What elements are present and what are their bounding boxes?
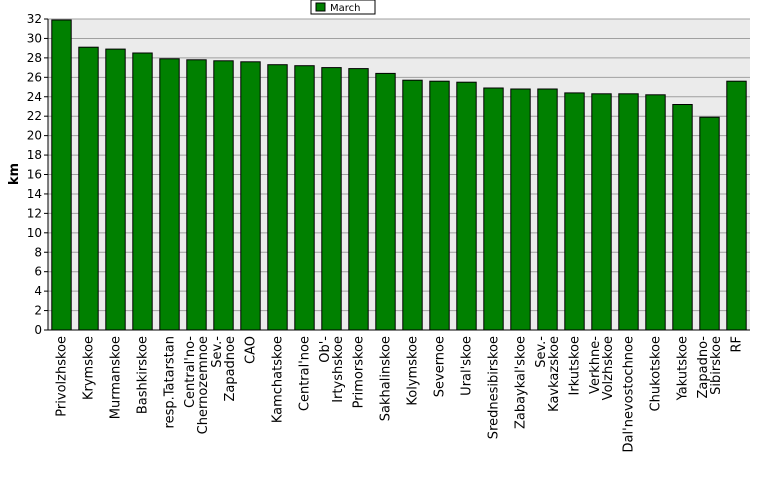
bars [51, 19, 747, 331]
bar [213, 60, 234, 331]
bar [348, 68, 369, 331]
x-tick-label: Kamchatskoe [271, 336, 286, 423]
y-tick-label: 4 [34, 284, 42, 298]
bar [537, 88, 558, 331]
bar [375, 72, 396, 331]
bar [159, 58, 180, 331]
bar [321, 67, 342, 331]
x-tick-label: Irkutskoe [568, 336, 583, 395]
y-tick-label: 12 [27, 206, 42, 220]
x-tick-label: Irtyshskoe [331, 336, 346, 403]
y-tick-label: 24 [27, 90, 42, 104]
x-tick-label: Severnoe [433, 336, 448, 397]
x-tick-label: Privolzhskoe [55, 336, 70, 417]
y-tick-label: 18 [27, 148, 42, 162]
y-tick-label: 6 [34, 265, 42, 279]
legend-box [310, 0, 376, 15]
y-tick-label: 20 [27, 129, 42, 143]
x-tick-label: Krymskoe [82, 336, 97, 400]
y-tick-label: 14 [27, 187, 42, 201]
x-tick-label: Yakutskoe [676, 336, 691, 401]
y-tick-label: 16 [27, 168, 42, 182]
x-tick-label: Murmanskoe [109, 336, 124, 419]
x-tick-label: Volzhskoe [601, 336, 616, 400]
y-tick-label: 0 [34, 323, 42, 337]
x-axis-labels: Privolzhskoe Krymskoe Murmanskoe Bashkirsko… [55, 336, 745, 453]
bar [510, 88, 531, 331]
bar [429, 80, 450, 331]
y-tick-label: 2 [34, 304, 42, 318]
x-tick-label: Ob'- [318, 336, 333, 363]
x-tick-label: resp.Tatarstan [163, 336, 178, 428]
bar [618, 93, 639, 331]
bar [51, 19, 72, 331]
x-tick-label: Verkhne- [588, 336, 603, 394]
x-tick-label: Sev.- [534, 336, 549, 368]
x-tick-label: RF [730, 336, 745, 353]
bar [267, 64, 288, 331]
y-tick-label: 28 [27, 51, 42, 65]
bar [699, 116, 720, 331]
x-tick-label: Kolymskoe [406, 336, 421, 406]
x-tick-label: Bashkirskoe [136, 336, 151, 414]
y-tick-label: 10 [27, 226, 42, 240]
x-tick-label: Zabaykal'skoe [514, 336, 529, 429]
bar [132, 52, 153, 331]
x-tick-label: Central'no- [183, 336, 198, 408]
x-tick-label: Chernozemnoe [196, 336, 211, 434]
x-tick-label: Kavkazskoe [547, 336, 562, 412]
y-tick-label: 26 [27, 70, 42, 84]
bar [402, 79, 423, 331]
bar [294, 65, 315, 331]
x-tick-label: CAO [244, 336, 259, 364]
x-tick-label: Zapadnoe [223, 336, 238, 402]
x-tick-label: Srednesibirskoe [487, 336, 502, 439]
bar [456, 81, 477, 331]
y-tick-label: 8 [34, 245, 42, 259]
y-axis-label: km [7, 163, 22, 185]
x-tick-label: Dal'nevostochnoe [622, 336, 637, 452]
y-tick-label: 22 [27, 109, 42, 123]
bar [672, 104, 693, 331]
legend: March [310, 0, 376, 15]
bar [240, 61, 261, 331]
bar [483, 87, 504, 331]
legend-label: March [330, 3, 360, 14]
bar [78, 46, 99, 331]
bar [726, 80, 747, 331]
y-tick-label: 30 [27, 31, 42, 45]
bar [591, 93, 612, 331]
x-tick-label: Sibirskoe [709, 336, 724, 395]
x-tick-label: Sakhalinskoe [379, 336, 394, 421]
x-tick-label: Primorskoe [352, 336, 367, 408]
bar [645, 94, 666, 331]
x-tick-label: Chukotskoe [649, 336, 664, 411]
x-tick-label: Sev.- [210, 336, 225, 368]
bar [564, 92, 585, 331]
legend-swatch [315, 2, 326, 12]
bar [186, 59, 207, 331]
x-tick-label: Ural'skoe [460, 336, 475, 396]
bar [105, 48, 126, 331]
y-tick-label: 32 [27, 12, 42, 26]
x-tick-label: Zapadno- [696, 336, 711, 399]
x-tick-label: Central'noe [298, 336, 313, 411]
